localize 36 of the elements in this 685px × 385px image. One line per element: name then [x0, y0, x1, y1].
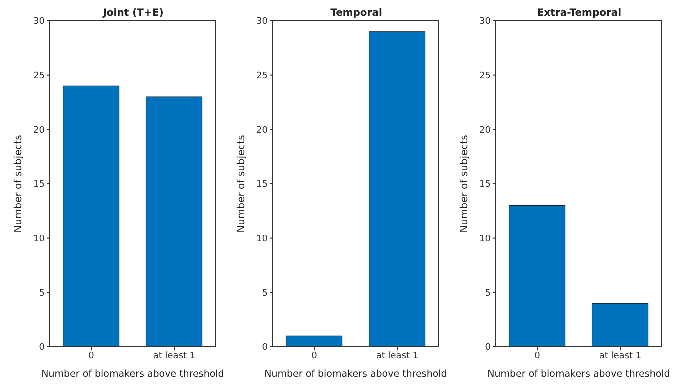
- y-tick-label: 15: [480, 180, 491, 190]
- x-axis-title: Number of biomakers above threshold: [488, 369, 670, 380]
- y-tick-label: 30: [34, 17, 46, 28]
- y-tick-label: 15: [34, 180, 45, 190]
- y-tick-label: 10: [480, 234, 492, 245]
- y-tick-label: 0: [485, 343, 492, 354]
- y-tick-label: 20: [34, 126, 46, 136]
- x-tick-label: 0: [534, 351, 541, 362]
- chart-title: Temporal: [330, 8, 384, 19]
- y-tick-label: 10: [256, 234, 268, 245]
- chart-title: Extra-Temporal: [536, 8, 623, 19]
- y-tick-label: 0: [39, 343, 46, 354]
- y-tick-label: 25: [480, 72, 491, 82]
- y-tick-label: 25: [34, 72, 45, 82]
- chart-title: Joint (T+E): [102, 8, 165, 19]
- x-tick-label: 0: [312, 351, 318, 362]
- x-axis-title: Number of biomakers above threshold: [42, 369, 224, 380]
- x-axis-title: Number of biomakers above threshold: [264, 369, 448, 380]
- y-tick-label: 25: [256, 72, 268, 82]
- y-tick-label: 0: [262, 343, 268, 354]
- y-tick-label: 20: [256, 126, 268, 136]
- y-tick-label: 20: [480, 126, 492, 136]
- y-axis-title: Number of subjects: [236, 135, 248, 233]
- y-tick-label: 15: [256, 180, 268, 190]
- x-tick-label: at least 1: [599, 351, 642, 362]
- y-tick-label: 30: [256, 17, 268, 28]
- x-tick-label: at least 1: [376, 351, 419, 362]
- y-axis-title: Number of subjects: [460, 135, 471, 233]
- y-tick-label: 5: [262, 288, 268, 299]
- y-tick-label: 10: [34, 234, 46, 245]
- y-tick-label: 30: [480, 17, 492, 28]
- x-tick-label: at least 1: [153, 351, 196, 362]
- y-tick-label: 5: [485, 288, 491, 299]
- y-axis-title: Number of subjects: [14, 135, 25, 233]
- y-tick-label: 5: [39, 288, 45, 299]
- x-tick-label: 0: [88, 351, 95, 362]
